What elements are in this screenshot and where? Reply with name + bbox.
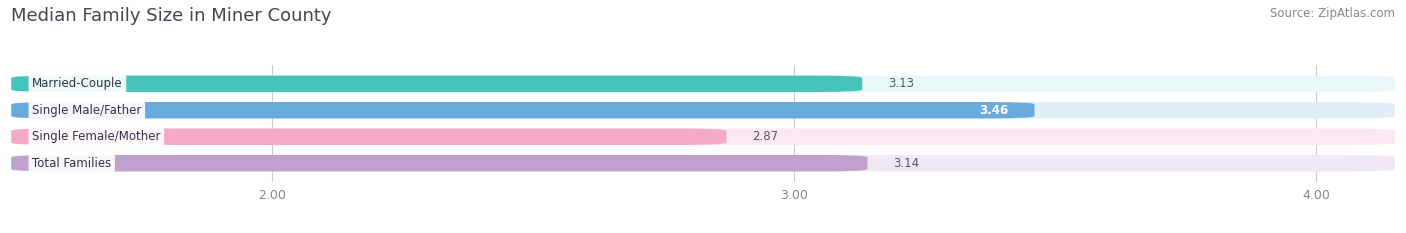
FancyBboxPatch shape	[11, 129, 1395, 145]
Text: Median Family Size in Miner County: Median Family Size in Miner County	[11, 7, 332, 25]
FancyBboxPatch shape	[11, 102, 1035, 118]
Text: 3.46: 3.46	[979, 104, 1008, 117]
FancyBboxPatch shape	[11, 155, 868, 171]
Text: Total Families: Total Families	[32, 157, 111, 170]
FancyBboxPatch shape	[11, 75, 862, 92]
FancyBboxPatch shape	[11, 102, 1395, 118]
Text: Married-Couple: Married-Couple	[32, 77, 122, 90]
Text: Single Male/Father: Single Male/Father	[32, 104, 142, 117]
FancyBboxPatch shape	[11, 129, 727, 145]
Text: 3.13: 3.13	[889, 77, 914, 90]
Text: 2.87: 2.87	[752, 130, 779, 143]
FancyBboxPatch shape	[11, 155, 1395, 171]
Text: Source: ZipAtlas.com: Source: ZipAtlas.com	[1270, 7, 1395, 20]
Text: 3.14: 3.14	[894, 157, 920, 170]
FancyBboxPatch shape	[11, 75, 1395, 92]
Text: Single Female/Mother: Single Female/Mother	[32, 130, 160, 143]
